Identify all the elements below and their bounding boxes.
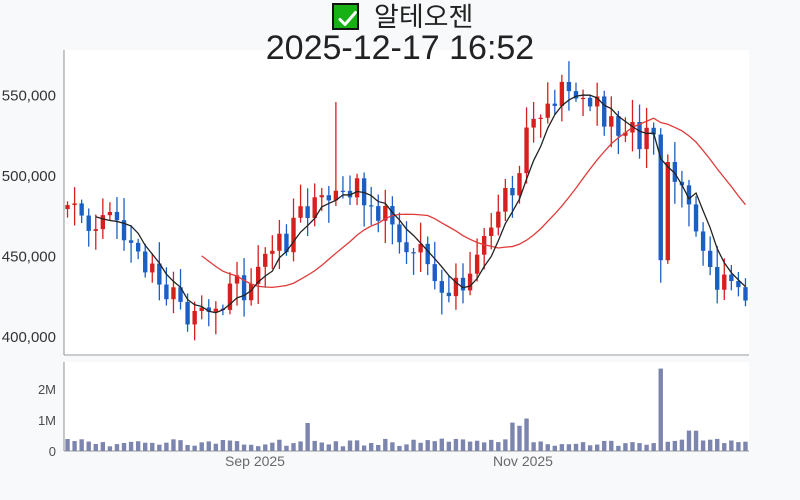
svg-text:550,000: 550,000 [2,87,56,104]
svg-text:2M: 2M [38,382,56,397]
svg-text:400,000: 400,000 [2,329,56,346]
svg-text:450,000: 450,000 [2,248,56,265]
svg-text:1M: 1M [38,413,56,428]
svg-text:Sep 2025: Sep 2025 [225,453,285,469]
svg-text:500,000: 500,000 [2,168,56,185]
svg-text:Nov 2025: Nov 2025 [493,453,553,469]
svg-text:0: 0 [49,444,56,459]
